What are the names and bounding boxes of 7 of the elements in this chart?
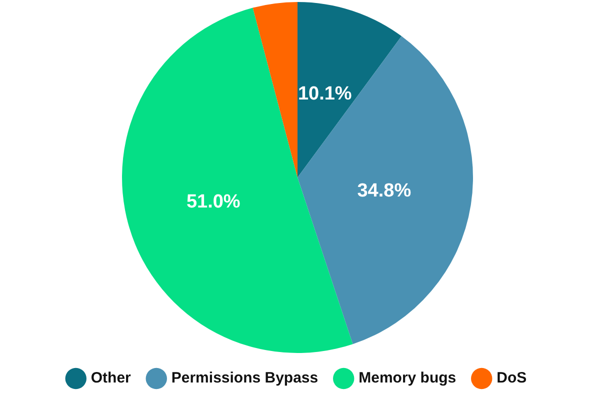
legend-label: DoS [496, 370, 527, 387]
data-label: 51.0% [186, 192, 240, 213]
legend-label: Memory bugs [358, 370, 456, 387]
data-label: 34.8% [357, 180, 412, 202]
legend-label: Other [90, 370, 132, 387]
data-label: 10.1% [298, 83, 352, 104]
legend-label: Permissions Bypass [171, 370, 318, 387]
